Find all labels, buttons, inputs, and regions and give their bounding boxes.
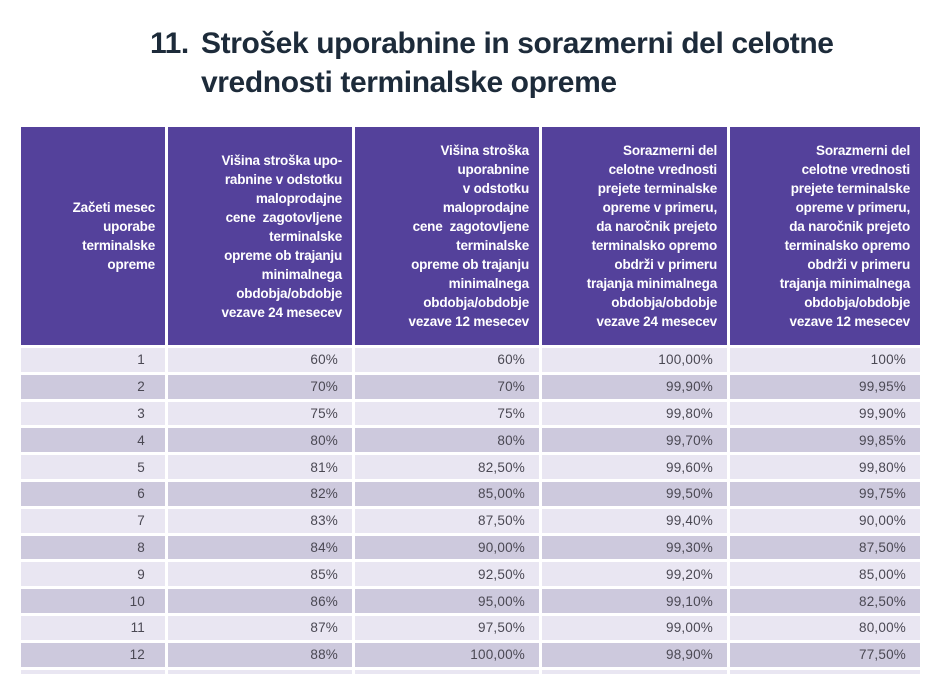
table-cell-r12-c4: 98,90%: [542, 642, 727, 667]
table-cell-r1-c3: 60%: [355, 348, 539, 372]
table-cell-r12-c2: 88%: [168, 642, 352, 667]
column-header-proportional-value-12m: Sorazmerni del celotne vrednosti prejete…: [730, 127, 920, 345]
table-cell-r10-c1: 10: [21, 589, 165, 613]
table-cell-r2-c2: 70%: [168, 374, 352, 399]
table-cell-r12-c1: 12: [21, 642, 165, 667]
table-cell-r5-c3: 82,50%: [355, 455, 539, 479]
table-cell-r11-c5: 80,00%: [730, 615, 920, 640]
table-cell-r4-c1: 4: [21, 428, 165, 453]
table-cell-r9-c2: 85%: [168, 562, 352, 587]
page-title: 11. Strošek uporabnine in sorazmerni del…: [150, 24, 834, 102]
table-cell-r6-c4: 99,50%: [542, 481, 727, 506]
table-cell-r2-c5: 99,95%: [730, 374, 920, 399]
column-header-usage-fee-24m: Višina stroška upo- rabnine v odstotku m…: [168, 127, 352, 345]
table-cell-r8-c2: 84%: [168, 535, 352, 560]
table-cell-r4-c3: 80%: [355, 428, 539, 453]
table-cell-r2-c3: 70%: [355, 374, 539, 399]
table-cell-r11-c1: 11: [21, 615, 165, 640]
table-cell-r1-c1: 1: [21, 348, 165, 372]
table-cell-r7-c2: 83%: [168, 508, 352, 533]
table-cell-r5-c4: 99,60%: [542, 455, 727, 479]
partial-row-cell: [355, 669, 539, 674]
table-cell-r7-c3: 87,50%: [355, 508, 539, 533]
table-cell-r10-c2: 86%: [168, 589, 352, 613]
table-cell-r3-c5: 99,90%: [730, 401, 920, 426]
table-cell-r9-c3: 92,50%: [355, 562, 539, 587]
table-cell-r5-c2: 81%: [168, 455, 352, 479]
table-cell-r6-c5: 99,75%: [730, 481, 920, 506]
column-header-usage-fee-12m: Višina stroška uporabnine v odstotku mal…: [355, 127, 539, 345]
table-cell-r6-c3: 85,00%: [355, 481, 539, 506]
table-cell-r8-c5: 87,50%: [730, 535, 920, 560]
table-cell-r4-c4: 99,70%: [542, 428, 727, 453]
table-cell-r1-c2: 60%: [168, 348, 352, 372]
column-header-start-month: Začeti mesec uporabe terminalske opreme: [21, 127, 165, 345]
table-cell-r8-c4: 99,30%: [542, 535, 727, 560]
table-cell-r7-c4: 99,40%: [542, 508, 727, 533]
table-cell-r3-c1: 3: [21, 401, 165, 426]
data-table: Začeti mesec uporabe terminalske opreme V…: [21, 127, 920, 674]
table-cell-r2-c1: 2: [21, 374, 165, 399]
table-cell-r9-c4: 99,20%: [542, 562, 727, 587]
table-cell-r10-c3: 95,00%: [355, 589, 539, 613]
table-cell-r12-c5: 77,50%: [730, 642, 920, 667]
partial-row-cell: [168, 669, 352, 674]
table-cell-r9-c5: 85,00%: [730, 562, 920, 587]
table-cell-r7-c1: 7: [21, 508, 165, 533]
table-cell-r5-c1: 5: [21, 455, 165, 479]
table-cell-r9-c1: 9: [21, 562, 165, 587]
table-cell-r12-c3: 100,00%: [355, 642, 539, 667]
table-cell-r3-c2: 75%: [168, 401, 352, 426]
table-cell-r5-c5: 99,80%: [730, 455, 920, 479]
table-cell-r4-c5: 99,85%: [730, 428, 920, 453]
table-cell-r7-c5: 90,00%: [730, 508, 920, 533]
column-header-proportional-value-24m: Sorazmerni del celotne vrednosti prejete…: [542, 127, 727, 345]
table-cell-r11-c3: 97,50%: [355, 615, 539, 640]
table-cell-r11-c2: 87%: [168, 615, 352, 640]
table-cell-r1-c4: 100,00%: [542, 348, 727, 372]
table-cell-r2-c4: 99,90%: [542, 374, 727, 399]
table-cell-r3-c3: 75%: [355, 401, 539, 426]
partial-row-cell: [542, 669, 727, 674]
table-cell-r8-c1: 8: [21, 535, 165, 560]
partial-row-cell: [21, 669, 165, 674]
title-text: Strošek uporabnine in sorazmerni del cel…: [201, 27, 834, 99]
table-cell-r6-c2: 82%: [168, 481, 352, 506]
partial-row-cell: [730, 669, 920, 674]
table-cell-r11-c4: 99,00%: [542, 615, 727, 640]
table-cell-r10-c5: 82,50%: [730, 589, 920, 613]
table-cell-r8-c3: 90,00%: [355, 535, 539, 560]
table-cell-r4-c2: 80%: [168, 428, 352, 453]
table-cell-r1-c5: 100%: [730, 348, 920, 372]
table-cell-r6-c1: 6: [21, 481, 165, 506]
title-number: 11.: [150, 27, 189, 60]
table-cell-r3-c4: 99,80%: [542, 401, 727, 426]
table-cell-r10-c4: 99,10%: [542, 589, 727, 613]
